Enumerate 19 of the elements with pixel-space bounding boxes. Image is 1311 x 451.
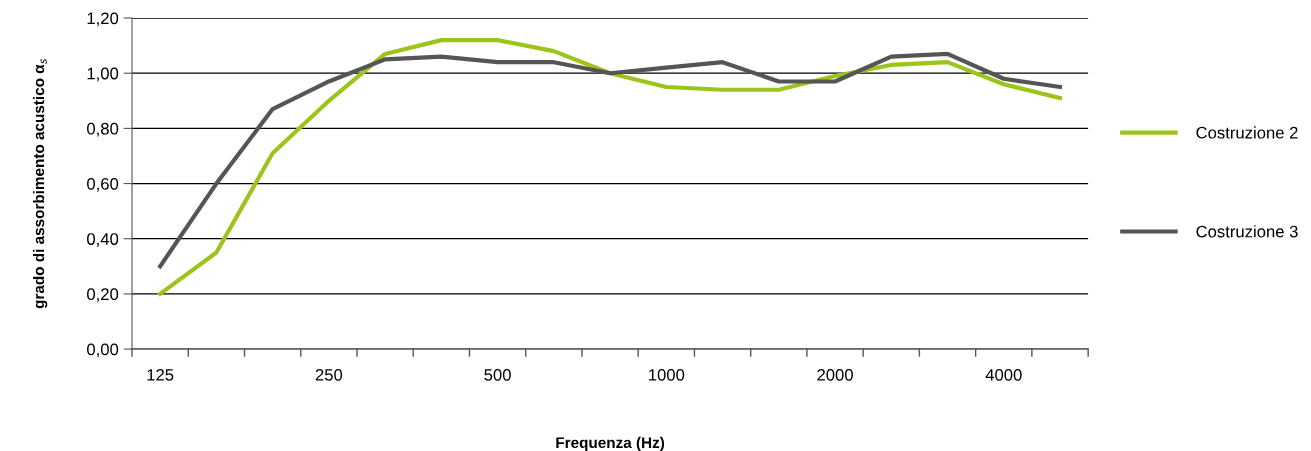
x-tick-label: 1000 [649, 368, 685, 381]
y-tick-label: 1,20 [87, 12, 119, 27]
x-tick-label: 2000 [817, 368, 853, 381]
y-tick-label: 0,00 [87, 343, 119, 358]
line-series [158, 51, 1063, 269]
x-tick-label: 500 [484, 368, 511, 381]
legend-label: Costruzione 3 [1196, 225, 1298, 238]
y-tick-label: 0,40 [87, 233, 119, 247]
y-tick-label: 0,80 [87, 122, 119, 137]
x-tick-label: 125 [147, 368, 174, 381]
y-tick-label: 0,20 [87, 288, 119, 303]
y-tick-label: 0,60 [87, 177, 119, 192]
y-axis-title: grado di assorbimento acustico α$_{s}$ [32, 58, 48, 309]
legend-label: Costruzione 2 [1196, 126, 1298, 139]
line-series [158, 38, 1063, 296]
x-tick-label: 4000 [985, 368, 1022, 381]
y-tick-label: 1,00 [87, 67, 119, 82]
x-axis-title: Frequenza (Hz) [556, 436, 665, 451]
x-tick-label: 250 [315, 368, 343, 381]
